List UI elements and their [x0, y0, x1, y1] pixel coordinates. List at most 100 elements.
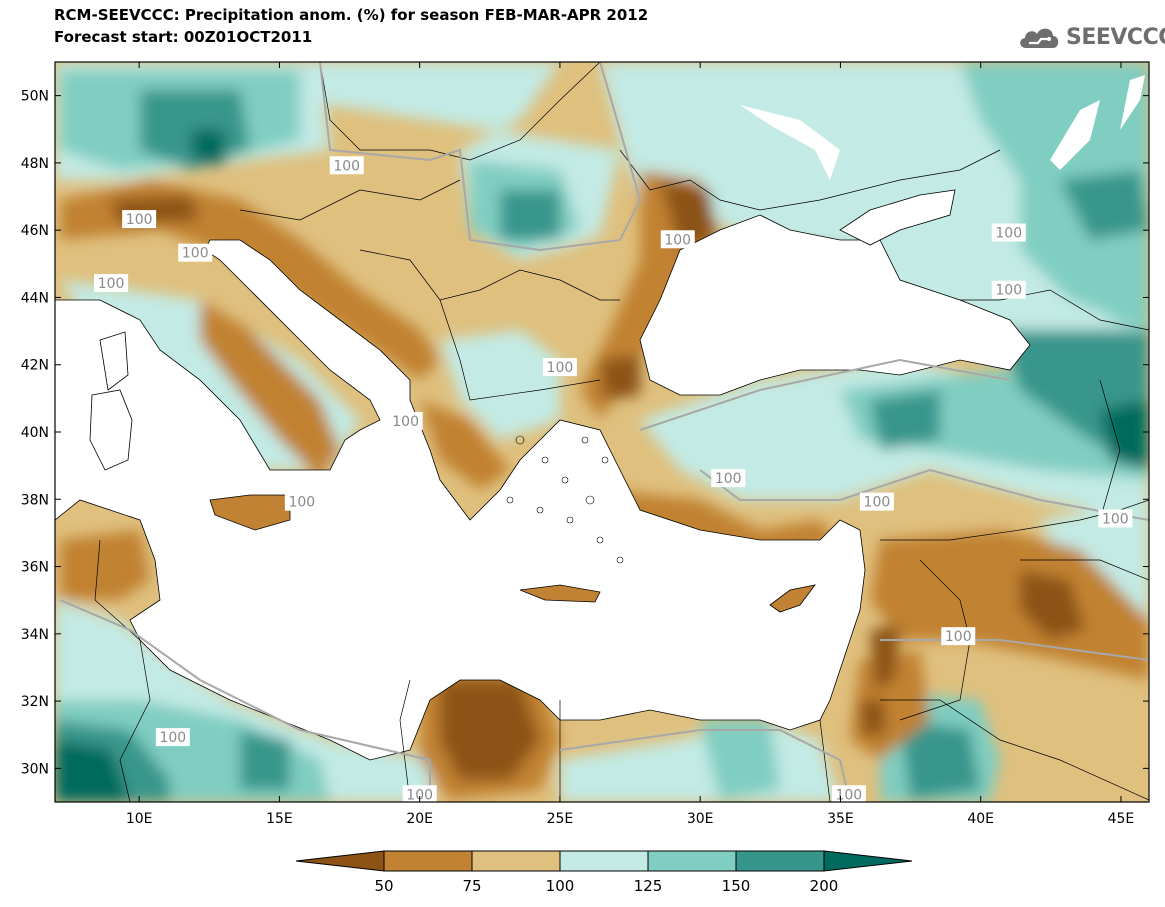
- lat-tick-label: 34N: [21, 627, 49, 643]
- lon-tick-label: 20E: [406, 811, 433, 827]
- colorbar-label: 50: [374, 877, 393, 895]
- contour-label: 100: [182, 246, 209, 262]
- aegean-islands: [506, 435, 624, 564]
- anomaly-zone-brown-2: [200, 300, 340, 480]
- lat-tick-label: 42N: [21, 358, 49, 374]
- contour-label: 100: [547, 360, 574, 376]
- colorbar-label: 150: [722, 877, 751, 895]
- contour-label: 100: [98, 276, 125, 292]
- contour-label: 100: [406, 787, 433, 803]
- anomaly-zone-dark-brown-7: [860, 700, 885, 735]
- lat-tick-label: 32N: [21, 694, 49, 710]
- anomaly-zone-dark-brown: [440, 680, 540, 780]
- contour-label: 100: [288, 495, 315, 511]
- anomaly-zone-dark-teal-5: [900, 720, 980, 800]
- contour-label: 100: [715, 471, 742, 487]
- cyprus-coast: [769, 584, 816, 613]
- colorbar-segment: [383, 850, 473, 872]
- black-sea: [639, 214, 1031, 396]
- colorbar-segment: [735, 850, 825, 872]
- lat-tick-label: 38N: [21, 492, 49, 508]
- contour-label-bg: [991, 223, 1026, 242]
- contour-label-bg: [155, 728, 190, 747]
- colorbar-segment: [559, 850, 649, 872]
- contour-label-bg: [1098, 509, 1133, 528]
- sea-of-azov: [839, 189, 956, 246]
- cloud-icon: [1020, 28, 1059, 48]
- lon-tick-label: 45E: [1108, 811, 1135, 827]
- anomaly-zone-dark-brown-6: [870, 625, 900, 690]
- sicily-coast: [209, 494, 291, 531]
- logo-text: SEEVCCC: [1066, 24, 1165, 50]
- anomaly-zone-teal-7: [700, 720, 780, 800]
- colorbar-segment: [471, 850, 561, 872]
- colorbar-label: 75: [462, 877, 481, 895]
- anomaly-zone-dark-brown-2: [1020, 570, 1085, 640]
- lat-tick-label: 46N: [21, 223, 49, 239]
- contour-label: 100: [1102, 511, 1129, 527]
- anomaly-zone-light-teal-6: [440, 330, 560, 440]
- snow-patch-2: [1050, 100, 1100, 170]
- contour-label: 100: [835, 787, 862, 803]
- anomaly-zone-dark-brown-5: [600, 355, 640, 400]
- contour-label-bg: [388, 411, 423, 430]
- contour-label-bg: [711, 469, 746, 488]
- colorbar-label: 125: [634, 877, 663, 895]
- contour-100-lines: [59, 61, 1150, 803]
- lat-tick-label: 36N: [21, 560, 49, 576]
- contour-label: 100: [995, 226, 1022, 242]
- contour-label: 100: [126, 212, 153, 228]
- contour-label-bg: [284, 492, 319, 511]
- contour-label: 100: [864, 495, 891, 511]
- colorbar: 50 75 100 125 150 200: [295, 850, 913, 895]
- map-title: RCM-SEEVCCC: Precipitation anom. (%) for…: [54, 6, 649, 24]
- contour-label-bg: [859, 492, 894, 511]
- contour-label: 100: [945, 629, 972, 645]
- anomaly-zone-dark-teal-7: [500, 190, 560, 240]
- anomaly-zone-brown-4: [870, 530, 1149, 680]
- seevccc-logo: SEEVCCC: [1016, 22, 1165, 52]
- anomaly-zone-teal: [960, 62, 1149, 330]
- lat-tick-label: 50N: [21, 89, 49, 105]
- snow-patch-3: [1120, 75, 1145, 130]
- lon-tick-label: 10E: [126, 811, 153, 827]
- contour-label: 100: [392, 414, 419, 430]
- lon-tick-label: 40E: [967, 811, 994, 827]
- colorbar-arrow-right: [823, 850, 913, 872]
- longitude-axis: 10E 15E 20E 25E 30E 35E 40E 45E: [126, 62, 1134, 827]
- contour-label-bg: [941, 627, 976, 646]
- colorbar-arrow-left: [295, 850, 385, 872]
- anomaly-zone-darkest-teal-2: [1100, 400, 1149, 470]
- contour-label-bg: [122, 210, 157, 229]
- contour-label-bg: [178, 243, 213, 262]
- contour-label-bg: [542, 358, 577, 377]
- mediterranean-sea: [55, 239, 866, 761]
- lon-tick-label: 35E: [827, 811, 854, 827]
- anomaly-zone-dark-brown-3: [660, 180, 715, 250]
- lat-tick-label: 40N: [21, 425, 49, 441]
- colorbar-label: 100: [546, 877, 575, 895]
- lon-tick-label: 30E: [687, 811, 714, 827]
- contour-label-bg: [402, 785, 437, 804]
- anomaly-zone-darkest-teal-3: [190, 130, 225, 165]
- anomaly-zone-dark-teal-2: [1060, 170, 1149, 240]
- sardinia-coast: [89, 389, 133, 471]
- lon-tick-label: 25E: [547, 811, 574, 827]
- snow-patch: [740, 105, 840, 180]
- colorbar-segment: [647, 850, 737, 872]
- anomaly-zone-brown-8: [60, 530, 150, 600]
- crete-coast: [519, 584, 601, 603]
- lat-tick-label: 44N: [21, 290, 49, 306]
- corsica-coast: [99, 331, 129, 391]
- anomaly-zone-dark-teal-8: [870, 390, 940, 450]
- contour-label-bg: [660, 230, 695, 249]
- contour-label-bg: [991, 280, 1026, 299]
- contour-label-bg: [329, 156, 364, 175]
- forecast-start: Forecast start: 00Z01OCT2011: [54, 28, 313, 46]
- anomaly-field: [55, 62, 1149, 802]
- anomaly-zone-darkest-teal: [55, 740, 130, 802]
- contour-label: 100: [664, 232, 691, 248]
- contour-label: 100: [333, 158, 360, 174]
- lon-tick-label: 15E: [266, 811, 293, 827]
